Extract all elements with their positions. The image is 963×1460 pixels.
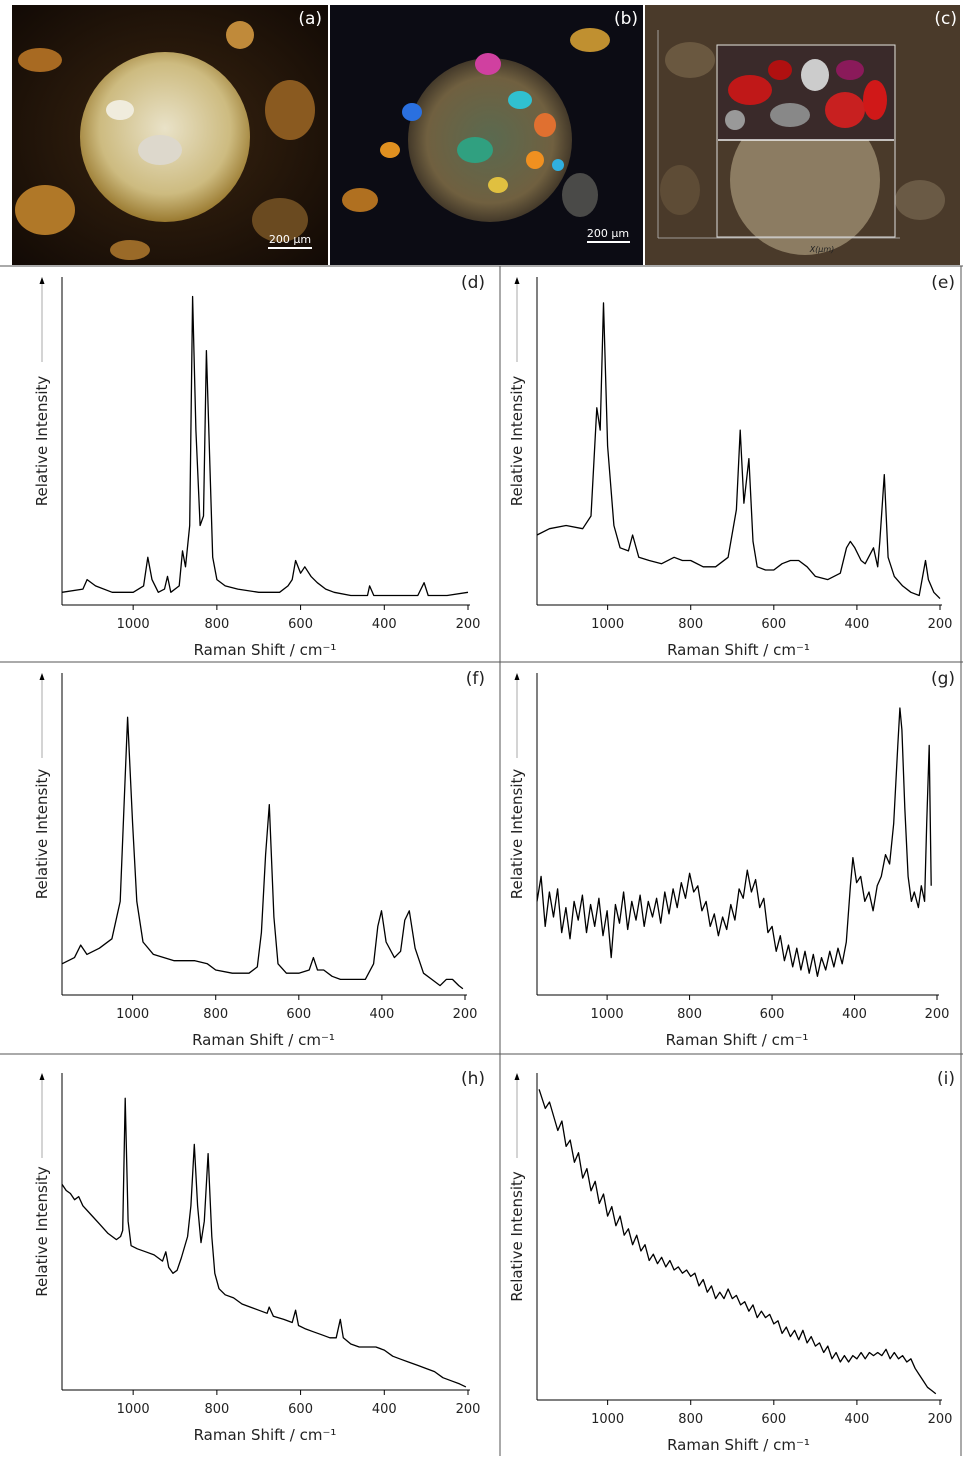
x-tick-label: 600	[761, 617, 786, 632]
scale-bar-label: 200 µm	[269, 233, 311, 246]
x-tick-label: 400	[844, 617, 869, 632]
panel-label: (c)	[934, 9, 957, 29]
x-tick-label: 1000	[117, 1402, 150, 1417]
y-arrow	[39, 1073, 45, 1080]
micrograph-b: 200 µm (b)	[330, 5, 643, 265]
y-axis-title: Relative Intensity	[33, 769, 51, 900]
x-tick-label: 200	[925, 1007, 950, 1022]
x-tick-label: 1000	[591, 1412, 624, 1427]
y-axis-title: Relative Intensity	[508, 1171, 526, 1302]
y-axis-title: Relative Intensity	[508, 769, 526, 900]
panel-label: (h)	[461, 1069, 485, 1089]
micrograph-c: X(µm) (c)	[645, 5, 960, 265]
x-tick-label: 800	[678, 1412, 703, 1427]
panel-borders	[0, 265, 963, 1456]
spectrum-line	[61, 1097, 467, 1388]
x-tick-label: 200	[928, 1412, 953, 1427]
x-tick-label: 1000	[116, 1007, 149, 1022]
x-tick-label: 600	[760, 1007, 785, 1022]
x-tick-label: 400	[372, 1402, 397, 1417]
x-tick-label: 800	[678, 617, 703, 632]
spectrum-line	[536, 707, 932, 977]
chart: 1000 800 600 400 200 Raman Shift / cm⁻¹ Relati…	[33, 1069, 485, 1444]
x-tick-label: 200	[453, 1007, 478, 1022]
x-tick-label: 600	[288, 617, 313, 632]
y-axis-title: Relative Intensity	[33, 376, 51, 507]
x-tick-label: 400	[844, 1412, 869, 1427]
x-axis-title: Raman Shift / cm⁻¹	[667, 641, 810, 659]
chart: 1000 800 600 400 200 Raman Shift / cm⁻¹ Relati…	[33, 273, 485, 659]
x-tick-label: 1000	[591, 1007, 624, 1022]
y-arrow	[39, 673, 45, 680]
chart: 1000 800 600 400 200 Raman Shift / cm⁻¹ Relati…	[33, 669, 485, 1049]
x-tick-label: 800	[677, 1007, 702, 1022]
x-tick-label: 600	[761, 1412, 786, 1427]
x-axis-title: Raman Shift / cm⁻¹	[194, 1426, 337, 1444]
x-axis-title: Raman Shift / cm⁻¹	[667, 1436, 810, 1454]
x-axis-title: Raman Shift / cm⁻¹	[192, 1031, 335, 1049]
x-tick-label: 800	[204, 617, 229, 632]
spectrum-line	[538, 1089, 937, 1395]
chart: 1000 800 600 400 200 Raman Shift / cm⁻¹ Relati…	[508, 273, 955, 659]
x-tick-label: 800	[203, 1007, 228, 1022]
x-tick-label: 1000	[591, 617, 624, 632]
panel-label: (i)	[937, 1069, 955, 1089]
axis-title: X(µm)	[809, 245, 835, 254]
y-arrow	[514, 277, 520, 284]
x-tick-label: 400	[372, 617, 397, 632]
x-tick-label: 600	[288, 1402, 313, 1417]
y-axis-title: Relative Intensity	[508, 376, 526, 507]
x-tick-label: 400	[369, 1007, 394, 1022]
y-arrow	[514, 673, 520, 680]
chart: 1000 800 600 400 200 Raman Shift / cm⁻¹ Relati…	[508, 1069, 955, 1454]
x-tick-label: 200	[456, 1402, 481, 1417]
y-arrow	[39, 277, 45, 284]
scale-bar-label: 200 µm	[587, 227, 629, 240]
x-axis-title: Raman Shift / cm⁻¹	[194, 641, 337, 659]
panel-label: (b)	[614, 9, 638, 29]
micrograph-a: 200 µm (a)	[12, 5, 328, 265]
x-tick-label: 400	[842, 1007, 867, 1022]
x-tick-label: 200	[456, 617, 481, 632]
panel-label: (e)	[931, 273, 955, 293]
chart: 1000 800 600 400 200 Raman Shift / cm⁻¹ Relati…	[508, 669, 955, 1049]
spectrum-line	[61, 295, 469, 597]
x-tick-label: 800	[204, 1402, 229, 1417]
panel-label: (a)	[298, 9, 322, 29]
x-tick-label: 200	[928, 617, 953, 632]
x-tick-label: 1000	[117, 617, 150, 632]
panel-label: (f)	[466, 669, 485, 689]
y-arrow	[514, 1073, 520, 1080]
panel-label: (g)	[931, 669, 955, 689]
spectrum-line	[536, 302, 941, 600]
x-axis-title: Raman Shift / cm⁻¹	[666, 1031, 809, 1049]
panel-label: (d)	[461, 273, 485, 293]
y-axis-title: Relative Intensity	[33, 1166, 51, 1297]
x-tick-label: 600	[286, 1007, 311, 1022]
spectrum-line	[61, 716, 464, 990]
